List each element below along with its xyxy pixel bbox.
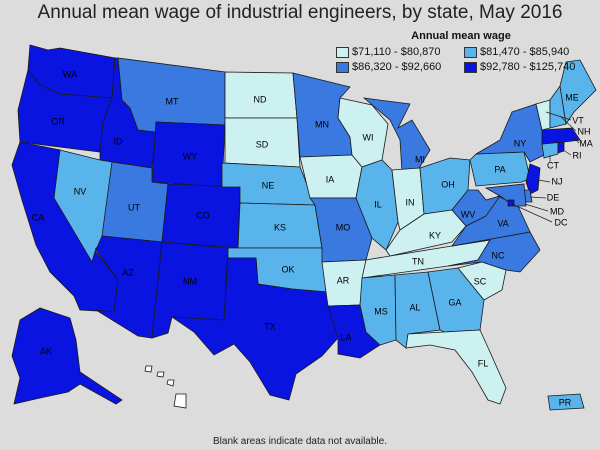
leader-line-ri xyxy=(562,149,572,156)
label-WV: WV xyxy=(461,209,476,219)
footnote: Blank areas indicate data not available. xyxy=(212,436,387,447)
legend: Annual mean wage $71,110 - $80,870 $81,4… xyxy=(336,30,586,73)
state-MD[interactable] xyxy=(484,183,527,207)
legend-item: $92,780 - $125,740 xyxy=(464,61,586,73)
state-SC[interactable] xyxy=(457,261,507,301)
state-TX[interactable] xyxy=(170,257,339,401)
state-WV[interactable] xyxy=(451,189,501,227)
leader-line-md xyxy=(524,203,549,212)
label-MI: MI xyxy=(415,154,425,164)
state-MA[interactable] xyxy=(541,127,581,145)
state-PR[interactable] xyxy=(547,393,585,411)
legend-swatch xyxy=(336,46,349,58)
legend-swatch xyxy=(464,46,477,58)
label-AL: AL xyxy=(409,302,420,312)
label-NY: NY xyxy=(514,138,527,148)
label-SC: SC xyxy=(474,276,487,286)
leader-line-nj xyxy=(537,179,551,183)
label-ID: ID xyxy=(114,136,124,146)
label-OH: OH xyxy=(441,179,455,189)
legend-label: $86,320 - $92,660 xyxy=(352,61,442,73)
label-NV: NV xyxy=(74,186,87,196)
label-MD: MD xyxy=(550,206,564,216)
label-CA: CA xyxy=(32,212,45,222)
label-NH: NH xyxy=(578,126,591,136)
label-CT: CT xyxy=(547,160,559,170)
leader-line-nh xyxy=(559,115,577,132)
label-IL: IL xyxy=(374,199,382,209)
label-KY: KY xyxy=(429,230,441,240)
label-VT: VT xyxy=(572,115,584,125)
legend-item: $81,470 - $85,940 xyxy=(464,46,586,58)
label-IN: IN xyxy=(406,197,415,207)
state-AK[interactable] xyxy=(11,307,123,405)
label-FL: FL xyxy=(478,358,489,368)
label-NE: NE xyxy=(262,180,275,190)
label-CO: CO xyxy=(196,210,210,220)
label-MN: MN xyxy=(315,119,329,129)
label-WA: WA xyxy=(63,69,77,79)
legend-item: $71,110 - $80,870 xyxy=(336,46,458,58)
label-PA: PA xyxy=(494,164,505,174)
label-MA: MA xyxy=(579,138,593,148)
states-layer xyxy=(11,44,597,411)
label-SD: SD xyxy=(256,139,269,149)
label-WY: WY xyxy=(183,151,198,161)
label-AZ: AZ xyxy=(122,267,134,277)
label-LA: LA xyxy=(340,332,351,342)
leader-line-dc xyxy=(511,203,553,223)
legend-swatch xyxy=(464,61,477,73)
label-NM: NM xyxy=(183,276,197,286)
label-OK: OK xyxy=(281,264,294,274)
legend-swatch xyxy=(336,61,349,73)
legend-label: $92,780 - $125,740 xyxy=(480,61,576,73)
legend-label: $71,110 - $80,870 xyxy=(352,46,441,58)
state-labels-layer: WA OR CA ID NV MT WY UT AZ CO NM ND SD N… xyxy=(32,69,593,407)
label-ME: ME xyxy=(565,92,579,102)
label-MT: MT xyxy=(166,96,179,106)
label-UT: UT xyxy=(128,202,140,212)
northeast-leader-lines xyxy=(511,111,580,223)
state-IL[interactable] xyxy=(355,159,399,251)
label-ND: ND xyxy=(254,94,267,104)
state-MI[interactable] xyxy=(362,97,431,173)
state-NJ[interactable] xyxy=(525,163,541,195)
label-OR: OR xyxy=(51,116,65,126)
label-NC: NC xyxy=(492,250,505,260)
legend-item: $86,320 - $92,660 xyxy=(336,61,458,73)
leader-line-vt xyxy=(545,111,572,121)
label-GA: GA xyxy=(448,297,461,307)
label-VA: VA xyxy=(497,218,508,228)
state-RI[interactable] xyxy=(557,141,565,154)
state-NC[interactable] xyxy=(447,231,541,273)
label-TX: TX xyxy=(264,321,276,331)
label-KS: KS xyxy=(274,222,286,232)
map-title: Annual mean wage of industrial engineers… xyxy=(37,2,563,23)
label-DC: DC xyxy=(555,217,568,227)
state-DC[interactable] xyxy=(507,199,515,207)
label-PR: PR xyxy=(559,397,572,407)
label-DE: DE xyxy=(547,192,560,202)
legend-title: Annual mean wage xyxy=(411,30,511,42)
state-FL[interactable] xyxy=(405,329,507,405)
state-ME[interactable] xyxy=(559,59,597,126)
legend-label: $81,470 - $85,940 xyxy=(480,46,570,58)
label-MO: MO xyxy=(336,222,351,232)
label-IA: IA xyxy=(326,174,335,184)
label-AK: AK xyxy=(40,346,52,356)
state-HI xyxy=(144,365,187,409)
label-MS: MS xyxy=(374,306,388,316)
leader-line-ma xyxy=(573,137,580,144)
label-RI: RI xyxy=(573,150,582,160)
label-NJ: NJ xyxy=(552,176,563,186)
label-WI: WI xyxy=(363,132,374,142)
legend-items: $71,110 - $80,870 $81,470 - $85,940 $86,… xyxy=(336,46,586,73)
label-AR: AR xyxy=(337,275,350,285)
label-TN: TN xyxy=(412,256,424,266)
leader-line-de xyxy=(529,196,547,199)
